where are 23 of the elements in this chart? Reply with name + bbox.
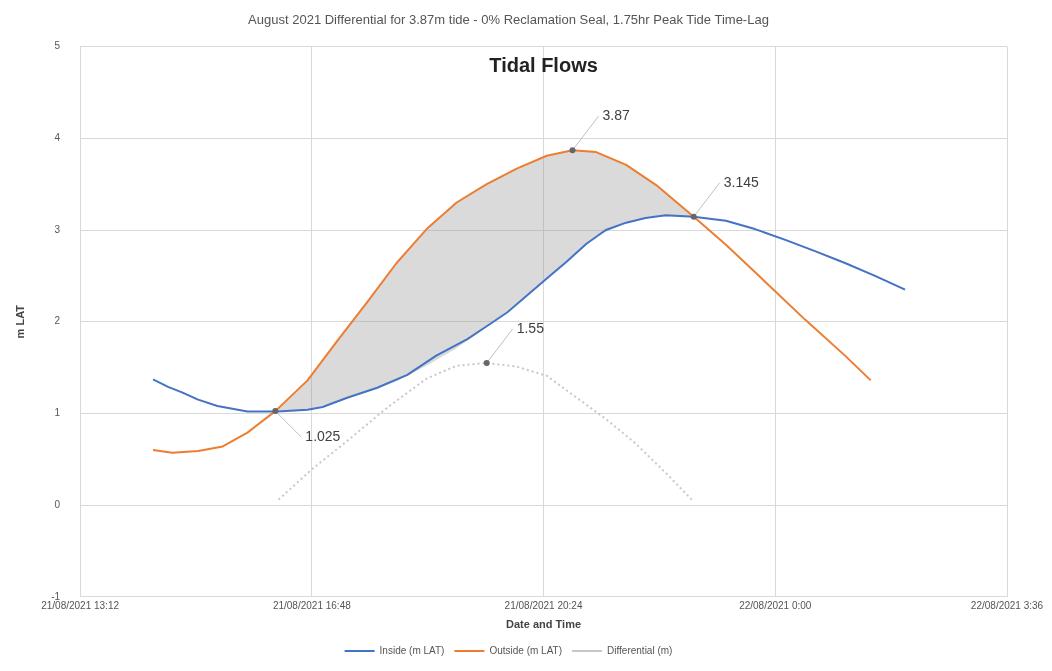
y-tick-label: 5 bbox=[54, 40, 61, 52]
x-tick-label: 22/08/2021 0:00 bbox=[739, 599, 812, 611]
y-tick-label: -1 bbox=[51, 590, 61, 602]
legend-label: Inside (m LAT) bbox=[379, 644, 445, 656]
x-tick-label: 22/08/2021 3:36 bbox=[970, 599, 1044, 611]
y-tick-label: 0 bbox=[54, 498, 61, 510]
y-axis-title: m LAT bbox=[13, 304, 26, 339]
annotation: 3.145 bbox=[723, 173, 759, 190]
annotation: 1.55 bbox=[516, 319, 545, 336]
y-tick-label: 1 bbox=[54, 407, 61, 419]
annotation: 1.025 bbox=[305, 427, 341, 444]
y-tick-label: 2 bbox=[54, 315, 61, 327]
y-tick-label: 3 bbox=[54, 223, 61, 235]
x-tick-label: 21/08/2021 16:48 bbox=[272, 599, 352, 611]
legend-label: Differential (m) bbox=[607, 644, 673, 656]
chart-subtitle: Tidal Flows bbox=[489, 54, 598, 77]
legend-label: Outside (m LAT) bbox=[489, 644, 563, 656]
x-tick-label: 21/08/2021 20:24 bbox=[504, 599, 583, 611]
x-axis-title: Date and Time bbox=[506, 618, 582, 631]
y-tick-label: 4 bbox=[54, 132, 61, 144]
chart-title: August 2021 Differential for 3.87m tide - 0% Reclamation Seal, 1.75hr Peak Tide Time-Lag bbox=[248, 12, 769, 28]
x-tick-label: 21/08/2021 13:12 bbox=[41, 599, 120, 611]
annotation: 3.87 bbox=[602, 107, 630, 124]
